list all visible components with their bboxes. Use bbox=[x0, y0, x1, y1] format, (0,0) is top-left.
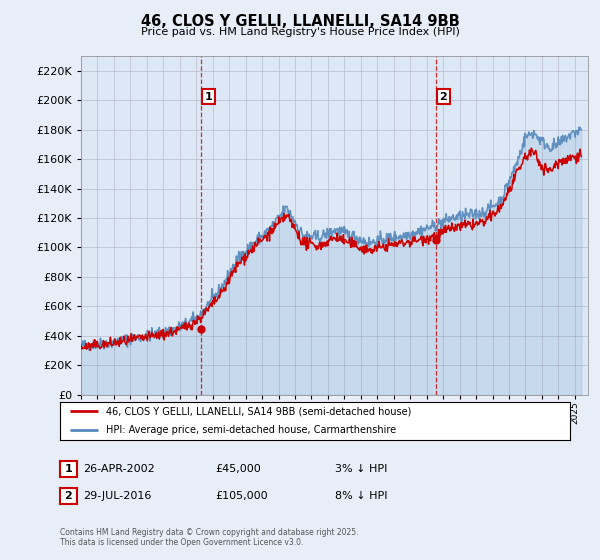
Text: 1: 1 bbox=[65, 464, 72, 474]
Text: 1: 1 bbox=[205, 92, 212, 102]
Text: 26-APR-2002: 26-APR-2002 bbox=[83, 464, 155, 474]
Text: 3% ↓ HPI: 3% ↓ HPI bbox=[335, 464, 387, 474]
Text: 46, CLOS Y GELLI, LLANELLI, SA14 9BB: 46, CLOS Y GELLI, LLANELLI, SA14 9BB bbox=[140, 14, 460, 29]
Text: £105,000: £105,000 bbox=[215, 491, 268, 501]
Text: Price paid vs. HM Land Registry's House Price Index (HPI): Price paid vs. HM Land Registry's House … bbox=[140, 27, 460, 37]
Text: 2: 2 bbox=[439, 92, 447, 102]
Text: Contains HM Land Registry data © Crown copyright and database right 2025.
This d: Contains HM Land Registry data © Crown c… bbox=[60, 528, 359, 547]
Text: HPI: Average price, semi-detached house, Carmarthenshire: HPI: Average price, semi-detached house,… bbox=[106, 426, 396, 436]
Text: 29-JUL-2016: 29-JUL-2016 bbox=[83, 491, 151, 501]
Text: 46, CLOS Y GELLI, LLANELLI, SA14 9BB (semi-detached house): 46, CLOS Y GELLI, LLANELLI, SA14 9BB (se… bbox=[106, 407, 411, 417]
Text: £45,000: £45,000 bbox=[215, 464, 260, 474]
Text: 8% ↓ HPI: 8% ↓ HPI bbox=[335, 491, 388, 501]
Text: 2: 2 bbox=[65, 491, 72, 501]
